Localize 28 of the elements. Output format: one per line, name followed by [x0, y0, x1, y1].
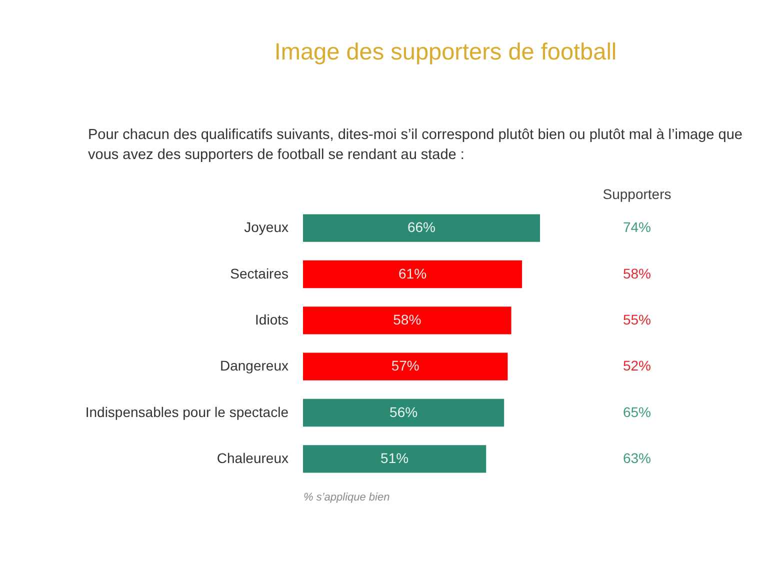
y-tick-label: Chaleureux — [216, 450, 288, 466]
y-tick-label: Idiots — [255, 311, 288, 328]
bar — [303, 352, 508, 380]
data-label: 74% — [622, 219, 652, 236]
y-tick-label: Indispensables pour le spectacle — [85, 404, 289, 420]
data-label: 57% — [391, 358, 420, 374]
bar — [303, 445, 486, 473]
data-label: 58% — [393, 311, 422, 328]
bar — [303, 214, 540, 242]
chart-subtitle: Pour chacun des qualificatifs suivants, dites-moi s’il correspond plutôt bien ou plutôt mal à l’image que vous avez des supporters de football se rendant au stade : — [88, 127, 742, 163]
bar — [303, 398, 504, 427]
data-label: 51% — [380, 450, 409, 466]
data-label: 52% — [622, 358, 652, 374]
bar — [303, 306, 512, 334]
bar — [303, 260, 522, 288]
x-axis-title: % s’applique bien — [304, 492, 390, 504]
data-label: 55% — [622, 311, 652, 328]
data-label: 65% — [622, 404, 652, 420]
data-label: 56% — [390, 404, 418, 420]
y-tick-label: Sectaires — [230, 265, 288, 282]
y-tick-label: Dangereux — [220, 358, 288, 374]
y-tick-label: Joyeux — [244, 219, 288, 236]
chart-title: Image des supporters de football — [274, 38, 617, 64]
data-label: 58% — [622, 265, 652, 282]
text: Supporters — [602, 186, 672, 202]
data-label: 63% — [622, 450, 652, 466]
data-label: 66% — [407, 219, 436, 236]
data-label: 61% — [398, 265, 427, 282]
